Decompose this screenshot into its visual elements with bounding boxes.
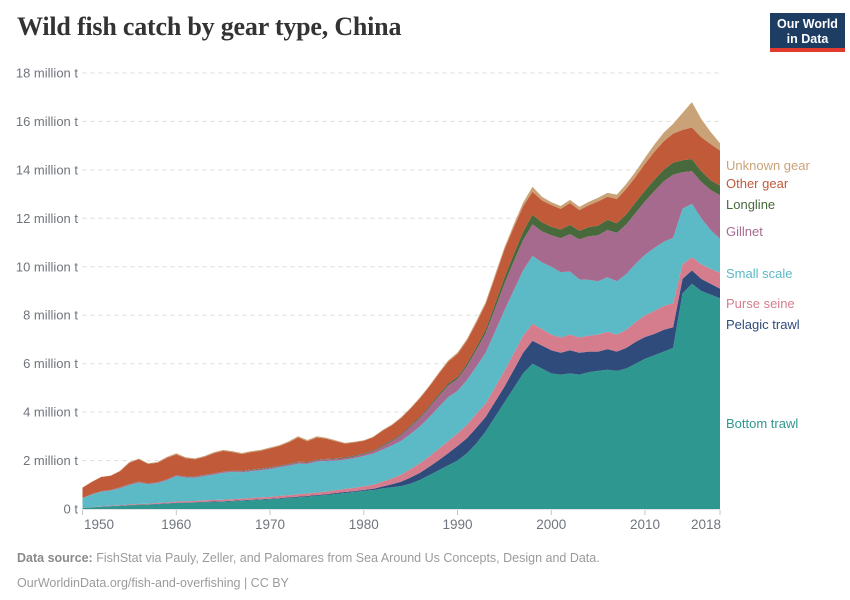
x-axis-tick-label: 1980 [349,517,379,532]
area-gillnet [82,171,720,499]
area-small-scale [82,203,720,508]
x-axis-tick-label: 1950 [84,517,114,532]
chart-footer: Data source: FishStat via Pauly, Zeller,… [17,546,600,595]
legend-gillnet: Gillnet [726,224,763,239]
data-source-text: FishStat via Pauly, Zeller, and Palomare… [92,551,600,565]
x-axis-tick-label: 1990 [442,517,472,532]
owid-logo-line1: Our World [777,17,838,31]
y-axis-tick-label: 6 million t [23,356,78,371]
y-axis-tick-label: 4 million t [23,405,78,420]
data-source-label: Data source: [17,551,93,565]
area-other-gear [82,127,720,498]
x-axis-tick-label: 1970 [255,517,285,532]
y-axis-tick-label: 10 million t [16,259,79,274]
x-axis-tick-label: 2018 [691,517,721,532]
y-axis-tick-label: 18 million t [16,66,79,81]
y-axis-tick-label: 14 million t [16,162,79,177]
x-axis-tick-label: 2000 [536,517,566,532]
y-axis-tick-label: 0 t [64,502,79,517]
x-axis-tick-label: 2010 [630,517,660,532]
license-line: OurWorldinData.org/fish-and-overfishing … [17,575,289,590]
owid-logo-line2: in Data [786,31,829,46]
owid-logo: Our World in Data [770,13,845,52]
area-bottom-trawl [82,283,720,509]
legend-purse-seine: Purse seine [726,296,795,311]
page-title: Wild fish catch by gear type, China [17,12,402,41]
legend-bottom-trawl: Bottom trawl [726,416,799,431]
legend-other-gear: Other gear [726,176,789,191]
chart-area: 0 t 2 million t 4 million t 6 million t 8 mi… [0,58,850,538]
legend-small-scale: Small scale [726,266,793,281]
legend-unknown-gear: Unknown gear [726,158,810,173]
y-axis-tick-label: 12 million t [16,211,79,226]
stacked-area-chart: 0 t 2 million t 4 million t 6 million t 8 mi… [16,66,721,533]
y-axis-tick-label: 2 million t [23,453,78,468]
y-axis-tick-label: 16 million t [16,114,79,129]
legend-pelagic-trawl: Pelagic trawl [726,317,800,332]
data-source-line: Data source: FishStat via Pauly, Zeller,… [17,546,600,571]
y-axis-tick-label: 8 million t [23,308,78,323]
legend-longline: Longline [726,197,776,212]
x-axis-tick-label: 1960 [161,517,191,532]
